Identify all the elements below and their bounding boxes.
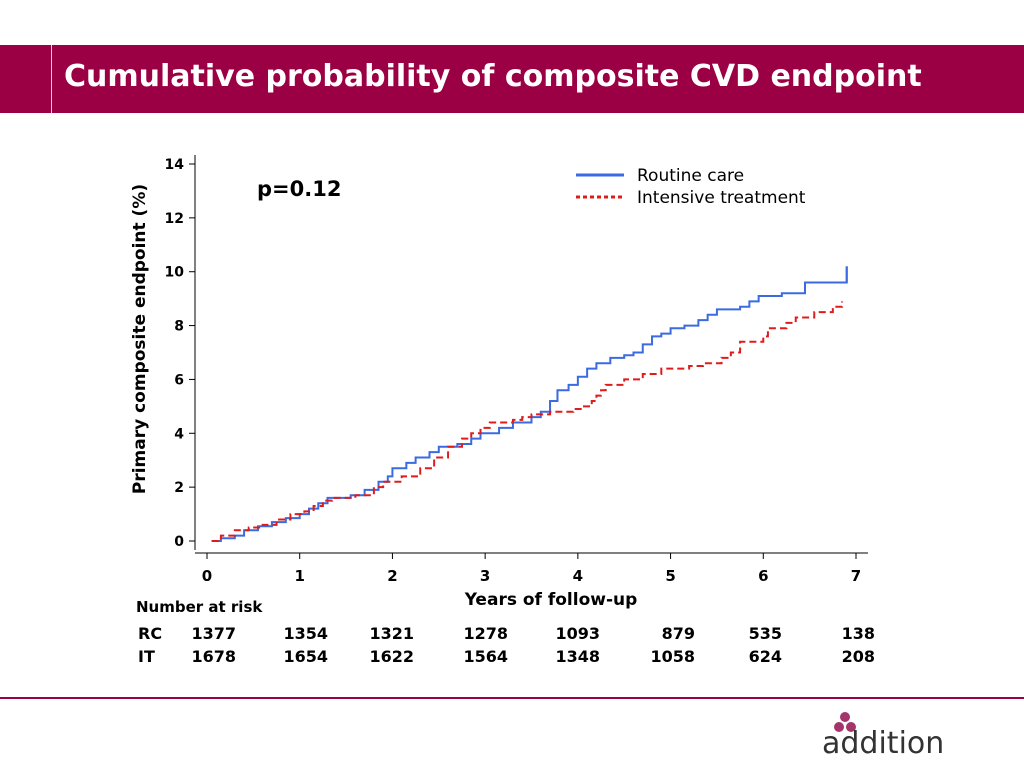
slide-title: Cumulative probability of composite CVD … xyxy=(64,59,922,94)
risk-cell: 1321 xyxy=(369,624,414,643)
risk-table-title: Number at risk xyxy=(136,598,263,616)
risk-cell: 879 xyxy=(661,624,695,643)
risk-cell: 1093 xyxy=(555,624,600,643)
risk-cell: 1654 xyxy=(283,647,328,666)
y-tick-label: 4 xyxy=(174,426,184,442)
x-tick-label: 6 xyxy=(758,567,768,585)
logo-text: addition xyxy=(822,726,945,761)
x-tick-label: 0 xyxy=(202,567,212,585)
y-tick-label: 8 xyxy=(174,319,184,335)
y-tick-label: 2 xyxy=(174,480,184,496)
risk-cell: 1354 xyxy=(283,624,328,643)
logo-dot-icon xyxy=(834,722,844,732)
p-value-annotation: p=0.12 xyxy=(257,177,341,201)
x-tick-label: 7 xyxy=(851,567,861,585)
risk-cell: 624 xyxy=(748,647,782,666)
y-tick-label: 14 xyxy=(165,157,185,173)
title-divider xyxy=(51,45,52,113)
legend-label-routine-care: Routine care xyxy=(637,166,744,186)
x-axis-label: Years of follow-up xyxy=(464,590,638,610)
risk-cell: 535 xyxy=(748,624,782,643)
risk-row-rc: RC 1377 1354 1321 1278 1093 879 535 138 xyxy=(0,624,1024,646)
risk-cell: 1348 xyxy=(555,647,600,666)
risk-row-label: RC xyxy=(138,624,163,643)
legend-label-intensive-treatment: Intensive treatment xyxy=(637,188,806,208)
x-tick-label: 2 xyxy=(387,567,397,585)
risk-cell: 1278 xyxy=(463,624,508,643)
x-tick-label: 1 xyxy=(294,567,304,585)
risk-cell: 208 xyxy=(841,647,875,666)
y-tick-label: 0 xyxy=(174,534,184,550)
risk-cell: 1058 xyxy=(650,647,695,666)
risk-cell: 1377 xyxy=(191,624,236,643)
routine-care-series-line xyxy=(211,266,848,542)
risk-cell: 1678 xyxy=(191,647,236,666)
footer-line xyxy=(0,697,1024,699)
risk-row-it: IT 1678 1654 1622 1564 1348 1058 624 208 xyxy=(0,647,1024,669)
y-tick-label: 12 xyxy=(165,211,184,227)
logo-dot-icon xyxy=(846,722,856,732)
x-tick-label: 3 xyxy=(480,567,490,585)
risk-cell: 138 xyxy=(841,624,875,643)
risk-cell: 1564 xyxy=(463,647,508,666)
x-tick-label: 5 xyxy=(665,567,675,585)
risk-row-label: IT xyxy=(138,647,155,666)
y-tick-label: 10 xyxy=(165,265,185,281)
logo-dot-icon xyxy=(840,712,850,722)
risk-cell: 1622 xyxy=(369,647,414,666)
x-tick-label: 4 xyxy=(573,567,583,585)
addition-logo: addition xyxy=(820,712,970,762)
intensive-treatment-series-line xyxy=(211,301,844,542)
y-axis-label: Primary composite endpoint (%) xyxy=(130,184,150,494)
y-tick-label: 6 xyxy=(174,372,184,388)
title-bar: Cumulative probability of composite CVD … xyxy=(0,45,1024,113)
